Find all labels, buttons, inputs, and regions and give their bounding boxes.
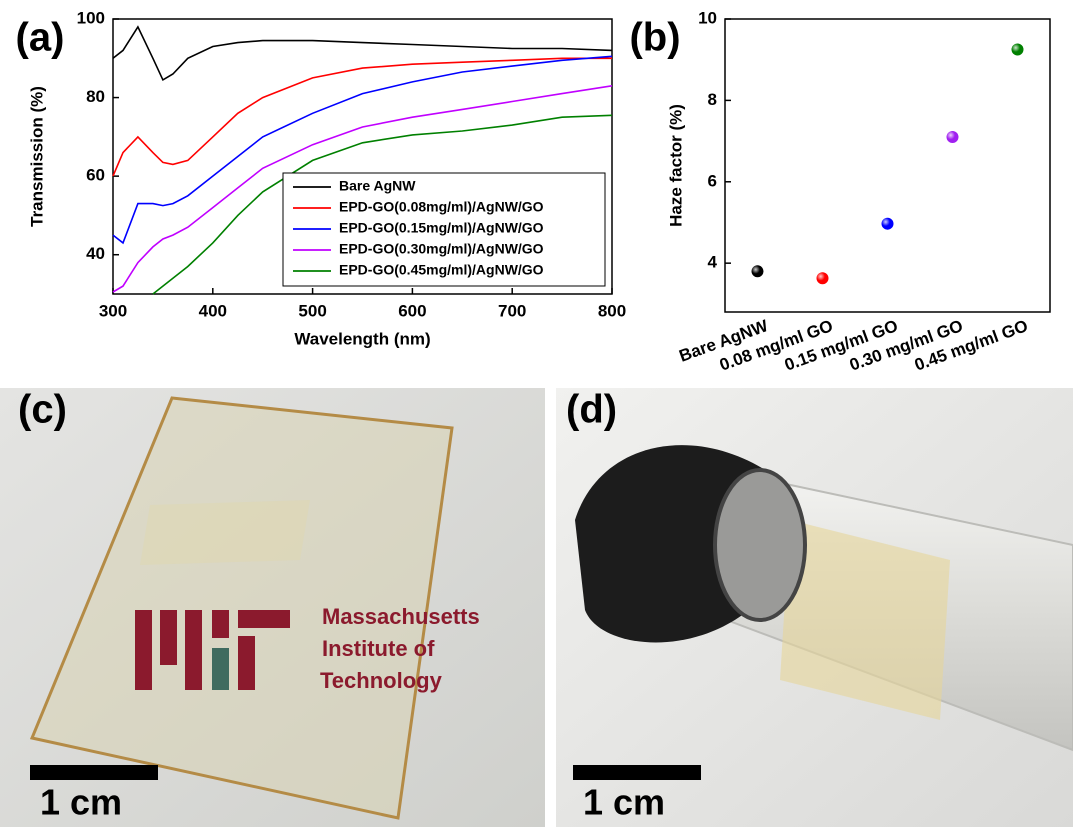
legend-label: EPD-GO(0.08mg/ml)/AgNW/GO [339,199,544,215]
data-line [113,58,612,176]
scale-bar [30,765,158,780]
tube-mouth [715,470,805,620]
y-tick-label: 4 [708,253,718,272]
data-line [113,27,612,80]
scale-label: 1 cm [583,782,665,823]
panel-label: (b) [629,16,680,60]
y-tick-label: 8 [708,90,717,109]
point-highlight [947,131,959,143]
y-tick-label: 6 [708,171,717,190]
photo-d: (d) 1 cm [556,388,1073,827]
legend-label: Bare AgNW [339,178,416,194]
panel-label: (a) [16,16,65,60]
legend-label: EPD-GO(0.30mg/ml)/AgNW/GO [339,241,544,257]
y-tick-label: 60 [86,166,105,185]
logo-text: Institute of [322,636,435,661]
scale-label: 1 cm [40,782,122,823]
x-tick-label: 500 [298,301,326,320]
legend-label: EPD-GO(0.45mg/ml)/AgNW/GO [339,262,544,278]
x-tick-label: 700 [498,301,526,320]
film-coating [140,500,310,565]
logo-text: Technology [320,668,443,693]
y-axis-label: Transmission (%) [27,86,46,227]
point-highlight [752,265,764,277]
y-tick-label: 100 [77,8,105,27]
y-tick-label: 40 [86,244,105,263]
figure: Massachusetts Institute of Technology (c… [0,0,1073,827]
point-highlight [882,218,894,230]
y-axis-label: Haze factor (%) [666,104,685,227]
x-tick-label: 800 [598,301,626,320]
panel-label: (c) [18,388,67,432]
x-tick-label: 300 [99,301,127,320]
y-tick-label: 10 [698,8,717,27]
y-tick-label: 80 [86,87,105,106]
x-tick-label: 600 [398,301,426,320]
x-axis-label: Wavelength (nm) [294,329,430,348]
logo-text: Massachusetts [322,604,480,629]
photo-c: Massachusetts Institute of Technology (c… [0,388,545,827]
x-tick-label: 400 [199,301,227,320]
scale-bar [573,765,701,780]
point-highlight [1012,44,1024,56]
plot-frame [725,19,1050,312]
legend-label: EPD-GO(0.15mg/ml)/AgNW/GO [339,220,544,236]
panel-label: (d) [566,388,617,432]
point-highlight [817,272,829,284]
